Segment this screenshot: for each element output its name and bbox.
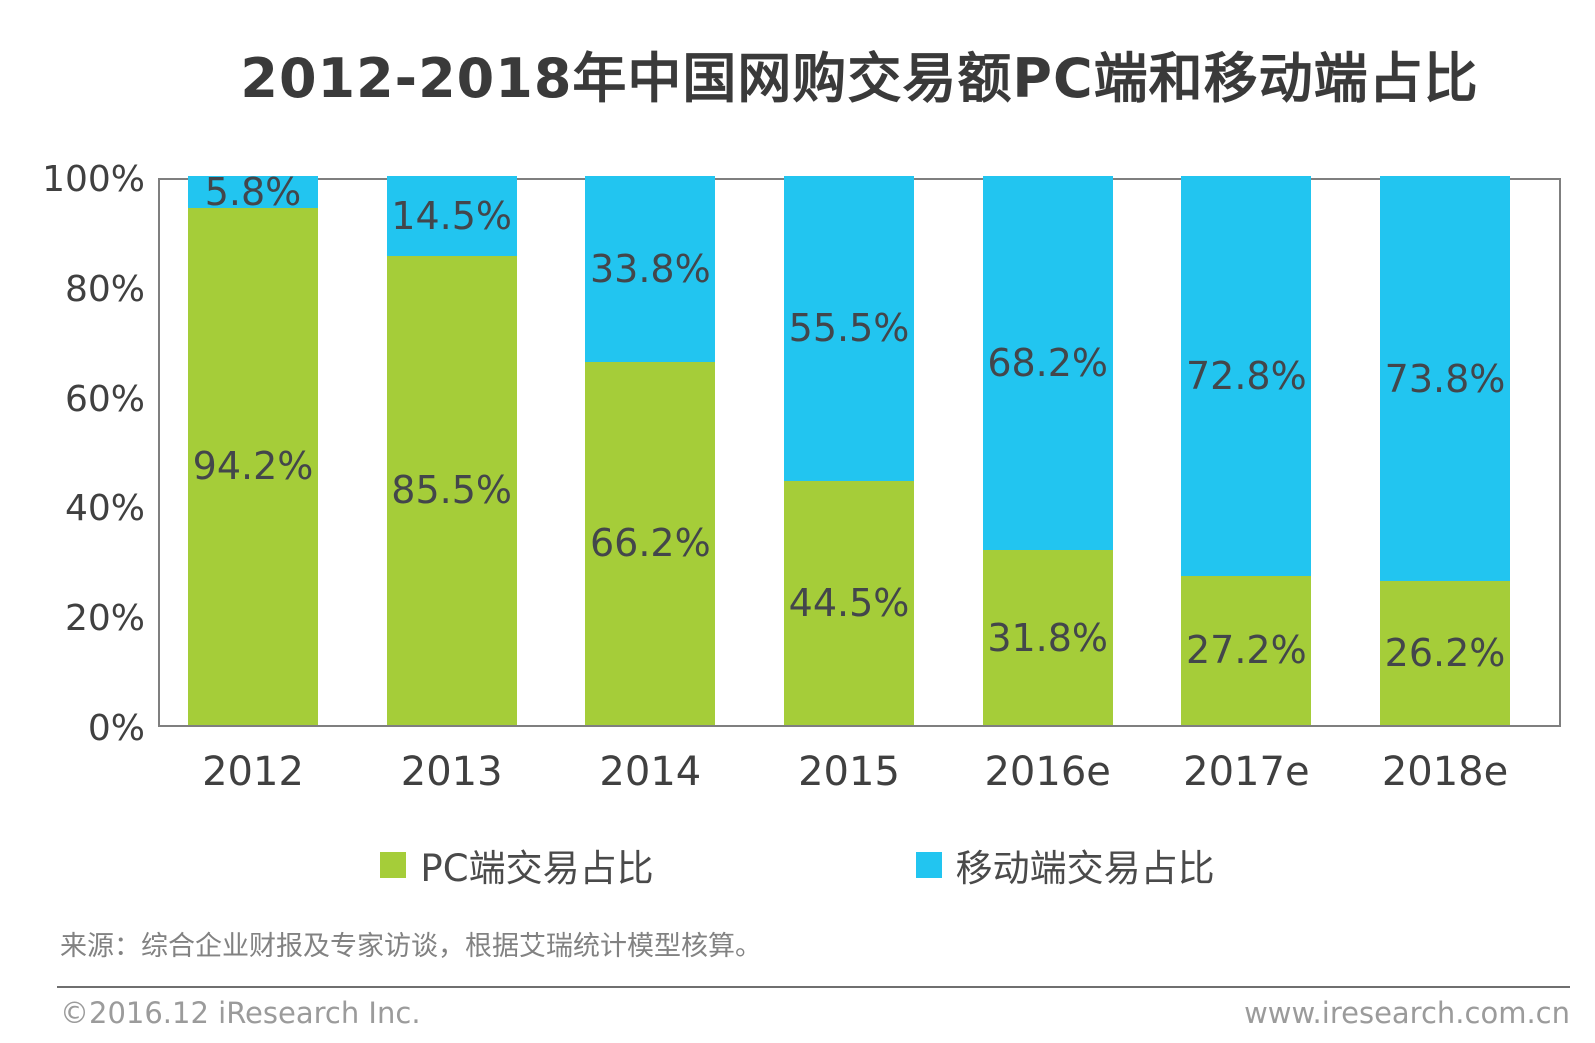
x-tick-label: 2012 (202, 749, 304, 795)
bar-segment-pc: 44.5% (784, 480, 914, 725)
x-tick-label: 2013 (400, 749, 503, 795)
y-tick-label: 0% (87, 708, 145, 749)
segment-value-label: 14.5% (391, 193, 513, 238)
segment-value-label: 55.5% (788, 306, 910, 351)
bar-segment-mobile: 72.8% (1181, 176, 1312, 576)
bar-segment-mobile: 14.5% (386, 176, 517, 256)
segment-value-label: 5.8% (204, 169, 302, 214)
segment-value-label: 66.2% (589, 521, 711, 566)
y-tick-label: 100% (42, 159, 145, 200)
y-tick-label: 60% (64, 378, 145, 420)
website-link[interactable]: www.iresearch.com.cn (1244, 996, 1570, 1030)
x-tick-label: 2014 (599, 749, 702, 795)
bar-segment-mobile: 5.8% (188, 169, 318, 214)
legend-item: 移动端交易占比 (915, 838, 1215, 892)
bar-segment-pc: 27.2% (1181, 575, 1312, 725)
x-tick-label: 2018e (1381, 749, 1509, 795)
bar-segment-pc: 26.2% (1380, 581, 1511, 725)
segment-value-label: 94.2% (192, 444, 314, 489)
bar-segment-pc: 31.8% (982, 550, 1113, 725)
y-tick-label: 20% (64, 598, 145, 640)
bar-segment-pc: 66.2% (585, 361, 716, 725)
segment-value-label: 26.2% (1384, 631, 1506, 676)
footer-divider (57, 986, 1570, 988)
x-tick-label: 2016e (984, 749, 1111, 795)
source-note: 来源：综合企业财报及专家访谈，根据艾瑞统计模型核算。 (60, 931, 762, 962)
segment-value-label: 72.8% (1185, 353, 1307, 398)
segment-value-label: 33.8% (589, 246, 711, 291)
chart-title: 2012-2018年中国网购交易额PC端和移动端占比 (240, 47, 1479, 110)
legend-label: PC端交易占比 (420, 847, 654, 890)
copyright-text: ©2016.12 iResearch Inc. (60, 996, 421, 1030)
legend-item: PC端交易占比 (380, 838, 654, 892)
legend-label: 移动端交易占比 (955, 847, 1215, 890)
bar-segment-mobile: 55.5% (784, 176, 914, 481)
legend: PC端交易占比 移动端交易占比 (0, 838, 1595, 892)
segment-value-label: 73.8% (1384, 356, 1506, 401)
bar-segment-pc: 85.5% (386, 255, 517, 725)
bar-segment-mobile: 33.8% (585, 176, 716, 362)
bar-segment-mobile: 73.8% (1380, 176, 1511, 582)
bar-segment-pc: 94.2% (188, 207, 318, 725)
y-tick-label: 80% (64, 268, 145, 310)
segment-value-label: 68.2% (987, 341, 1109, 386)
footer: ©2016.12 iResearch Inc. www.iresearch.co… (60, 996, 1570, 1030)
plot-area: 100% 80% 60% 40% 20% 0% 94.2% 5.8% 85.5% 14.5% 66… (42, 162, 1561, 795)
x-tick-label: 2015 (798, 749, 900, 795)
segment-value-label: 31.8% (987, 615, 1109, 660)
legend-swatch-icon (380, 852, 407, 878)
y-tick-label: 40% (64, 488, 145, 530)
bar-segment-mobile: 68.2% (982, 176, 1113, 551)
legend-swatch-icon (915, 852, 942, 878)
segment-value-label: 44.5% (788, 580, 910, 625)
segment-value-label: 85.5% (391, 468, 513, 513)
segment-value-label: 27.2% (1185, 628, 1307, 673)
x-tick-label: 2017e (1183, 749, 1310, 795)
